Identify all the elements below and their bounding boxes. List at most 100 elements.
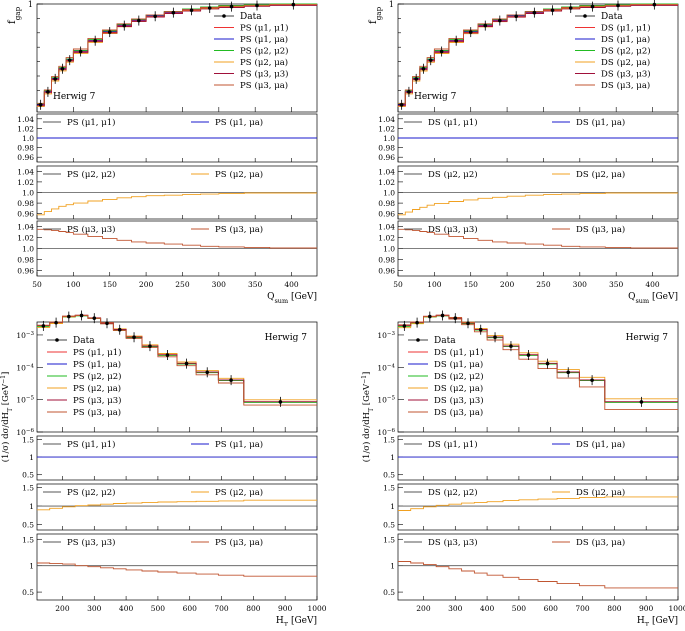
data-point — [546, 362, 550, 366]
ratio-ytick-label: 0.98 — [378, 199, 395, 208]
legend-mu2a-label: PS(μ2, μa) — [73, 383, 121, 394]
ytick-exp: −4 — [387, 363, 396, 369]
ratio-legend-ref-prefix: PS — [67, 170, 79, 180]
ratio-ytick-label: 0.98 — [378, 256, 395, 265]
legend-mu22-label: PS(μ2, μ2) — [73, 371, 121, 382]
legend-mu22-label: DS(μ2, μ2) — [434, 371, 484, 382]
legend-mu11-scale: (μ1, μ1) — [255, 23, 289, 34]
ratio-legend-var-prefix: DS — [576, 440, 589, 450]
ylabel-dsigma: (1/σ) dσ/dHT [GeV−1] — [361, 372, 375, 463]
ratio-panel-1: 1.510.5PS(μ1, μ1)PS(μ1, μa) — [22, 436, 317, 480]
ratio-legend-var-prefix: PS — [215, 170, 227, 180]
ratio-mu3a-line — [37, 563, 317, 576]
xtick-label: 400 — [480, 604, 495, 613]
ytick-base: 10 — [377, 331, 387, 340]
ytick-label: 1 — [28, 0, 33, 9]
ratio-legend-var-scale: (μ3, μa) — [592, 537, 626, 548]
data-point — [93, 39, 97, 43]
ratio-legend-ref-prefix: DS — [428, 538, 441, 548]
legend-mu1a-scale: (μ1, μa) — [617, 34, 651, 45]
data-point — [440, 50, 444, 54]
ratio-legend-var-label: PS(μ2, μa) — [215, 169, 263, 180]
legend-mu3a-scale: (μ3, μa) — [255, 80, 289, 91]
ratio-panel-3: 1.510.5DS(μ3, μ3)DS(μ3, μa) — [383, 534, 678, 600]
ratio-legend-ref-prefix: DS — [428, 118, 441, 128]
legend-data-marker — [55, 338, 59, 342]
ratio-ytick-label: 0.96 — [17, 153, 34, 162]
legend-mu3a-label: PS(μ3, μa) — [73, 407, 121, 418]
legend-mu1a-prefix: DS — [601, 35, 614, 45]
ytick-label: 10−3 — [377, 331, 395, 340]
legend-mu11-prefix: DS — [434, 348, 447, 358]
legend-mu1a-scale: (μ1, μa) — [450, 359, 484, 370]
legend-mu3a-scale: (μ3, μa) — [88, 407, 122, 418]
data-point — [108, 30, 112, 34]
ratio-ytick-label: 1.02 — [17, 234, 34, 243]
legend-mu2a-prefix: DS — [601, 58, 614, 68]
ratio-frame — [37, 436, 317, 480]
ytick-label: 1 — [389, 0, 394, 9]
data-point — [415, 321, 419, 325]
generator-label: Herwig 7 — [265, 333, 308, 343]
data-point — [118, 328, 122, 332]
ratio-legend-var-scale: (μ1, μa) — [230, 439, 264, 450]
legend-mu33-prefix: DS — [601, 70, 614, 80]
ratio-ytick-label: 0.5 — [383, 588, 395, 597]
ratio-legend-ref-scale: (μ2, μ2) — [444, 487, 478, 498]
data-point — [453, 316, 457, 320]
data-point — [205, 371, 209, 375]
ratio-legend-ref-label: DS(μ3, μ3) — [428, 537, 478, 548]
data-point — [132, 335, 136, 339]
legend-mu33-prefix: PS — [73, 396, 85, 406]
legend-mu22-scale: (μ2, μ2) — [255, 46, 289, 57]
xtick-label: 700 — [575, 604, 590, 613]
legend-mu22-label: PS(μ2, μ2) — [240, 46, 288, 57]
legend-mu22-prefix: PS — [73, 372, 85, 382]
ratio-legend-var-scale: (μ3, μa) — [230, 537, 264, 548]
ratio-legend-var-label: PS(μ1, μa) — [215, 439, 263, 450]
ratio-legend-var-scale: (μ3, μa) — [230, 224, 264, 235]
xtick-label: 600 — [183, 604, 198, 613]
generator-label: Herwig 7 — [414, 92, 457, 102]
data-point — [137, 19, 141, 23]
legend-mu3a-prefix: DS — [434, 408, 447, 418]
legend-mu2a-scale: (μ2, μa) — [450, 383, 484, 394]
ratio-legend-var-prefix: DS — [576, 538, 589, 548]
xlabel-qsum: Qsum [GeV] — [267, 292, 317, 305]
ratio-ytick-label: 1 — [29, 562, 34, 571]
ratio-legend-var-label: DS(μ3, μa) — [576, 537, 625, 548]
ytick-exp: −4 — [26, 363, 35, 369]
xtick-label: 900 — [639, 604, 654, 613]
data-point — [493, 335, 497, 339]
ratio-legend-var-scale: (μ2, μa) — [230, 487, 264, 498]
ratio-legend-var-prefix: DS — [576, 225, 589, 235]
ratio-ytick-label: 1.5 — [22, 436, 34, 445]
legend-data-label: Data — [73, 336, 95, 346]
data-point — [551, 8, 555, 12]
xtick-label: 1000 — [668, 604, 685, 613]
ratio-mu2a-line — [398, 193, 678, 215]
ratio-ytick-label: 1.04 — [17, 167, 34, 176]
xtick-label: 350 — [609, 280, 624, 289]
legend-mu1a-label: PS(μ1, μa) — [240, 34, 288, 45]
ratio-ytick-label: 0.96 — [17, 267, 34, 276]
xtick-label: 250 — [536, 280, 551, 289]
legend-mu33-scale: (μ3, μ3) — [255, 69, 289, 80]
ratio-legend-var-prefix: DS — [576, 488, 589, 498]
ytick-base: 10 — [377, 396, 387, 405]
ylabel-dsigma-unit: [GeV — [362, 383, 372, 408]
xtick-label: 200 — [139, 280, 154, 289]
data-point — [229, 378, 233, 382]
ratio-legend-var-prefix: PS — [215, 118, 227, 128]
xtick-label: 200 — [500, 280, 515, 289]
ratio-legend-ref-label: DS(μ1, μ1) — [428, 117, 478, 128]
legend-mu11-label: DS(μ1, μ1) — [434, 347, 484, 358]
ratio-panel-2: 1.510.5DS(μ2, μ2)DS(μ2, μa) — [383, 484, 678, 530]
data-point — [429, 58, 433, 62]
ratio-legend-var-scale: (μ2, μa) — [592, 487, 626, 498]
legend-mu2a-label: DS(μ2, μa) — [434, 383, 483, 394]
legend-mu33-label: DS(μ3, μ3) — [434, 395, 484, 406]
data-point — [653, 3, 657, 7]
ratio-ytick-label: 0.98 — [17, 256, 34, 265]
